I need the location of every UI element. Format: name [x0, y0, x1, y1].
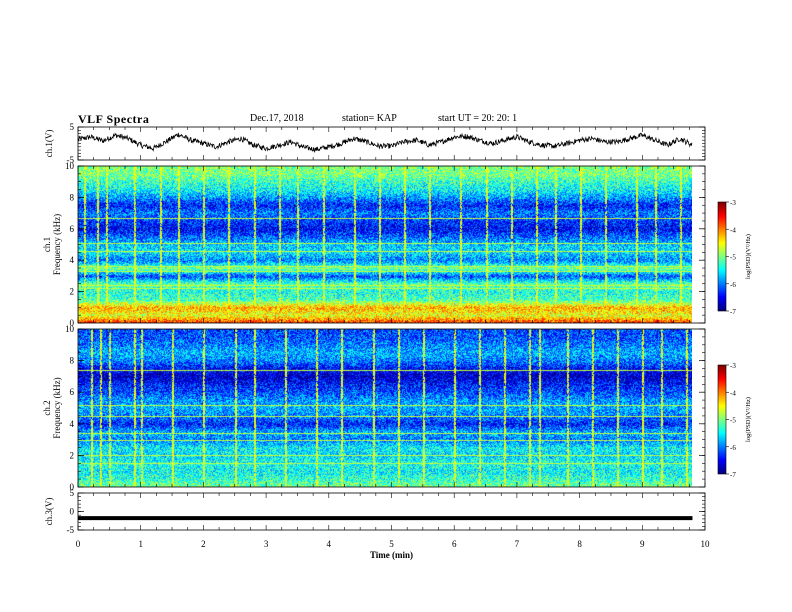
y-axis-label-frequency: Frequency (kHz) — [52, 377, 62, 438]
date-label: Dec.17, 2018 — [250, 113, 304, 124]
colorbar-tick-label: -5 — [730, 417, 736, 425]
colorbar-tick-label: -3 — [730, 362, 736, 370]
y-axis-label: ch.3(V) — [44, 498, 54, 526]
y-tick-label: 0 — [70, 507, 75, 517]
colorbar-tick-label: -6 — [730, 281, 736, 289]
y-tick-label: 2 — [70, 450, 75, 460]
x-tick-label: 1 — [138, 539, 143, 549]
colorbar-tick-label: -5 — [730, 254, 736, 262]
x-tick-label: 8 — [577, 539, 582, 549]
y-tick-label: 5 — [70, 488, 75, 498]
panel-frame — [77, 492, 706, 531]
x-tick-label: 6 — [452, 539, 457, 549]
y-tick-label: 10 — [65, 161, 75, 171]
x-tick-label: 7 — [515, 539, 520, 549]
x-tick-label: 4 — [327, 539, 332, 549]
colorbar-tick-label: -7 — [730, 308, 736, 316]
start-time-label: start UT = 20: 20: 1 — [438, 113, 518, 124]
y-tick-label: 4 — [70, 255, 75, 265]
x-tick-label: 5 — [389, 539, 394, 549]
y-tick-label: 8 — [70, 192, 75, 202]
y-axis-label: ch.1(V) — [44, 130, 54, 158]
y-axis-label: ch.2 — [42, 400, 52, 415]
x-tick-label: 0 — [76, 539, 81, 549]
x-tick-label: 10 — [701, 539, 711, 549]
y-tick-label: -5 — [67, 155, 75, 165]
y-tick-label: 0 — [70, 318, 75, 328]
y-tick-label: 5 — [70, 122, 75, 132]
colorbar-tick-label: -4 — [730, 226, 736, 234]
colorbar-tick-label: -6 — [730, 444, 736, 452]
y-tick-label: 0 — [70, 482, 75, 492]
chart-title: VLF Spectra — [78, 112, 150, 126]
spectrogram-ch2 — [78, 329, 692, 487]
colorbar-gradient — [718, 365, 726, 474]
spectrogram-ch1 — [78, 166, 692, 323]
y-tick-label: 2 — [70, 287, 75, 297]
y-axis-label: ch.1 — [42, 237, 52, 252]
x-tick-label: 9 — [640, 539, 645, 549]
y-tick-label: -5 — [67, 525, 75, 535]
colorbar-tick-label: -3 — [730, 199, 736, 207]
x-tick-label: 3 — [264, 539, 269, 549]
ch1-signal-line — [77, 132, 693, 154]
colorbar-tick-label: -4 — [730, 389, 736, 397]
y-tick-label: 6 — [70, 387, 75, 397]
y-tick-label: 6 — [70, 224, 75, 234]
y-tick-label: 8 — [70, 356, 75, 366]
colorbar-tick-label: -7 — [730, 471, 736, 479]
y-tick-label: 10 — [65, 324, 75, 334]
y-axis-label-frequency: Frequency (kHz) — [52, 214, 62, 275]
station-label: station= KAP — [342, 113, 397, 124]
x-tick-label: 2 — [201, 539, 206, 549]
x-axis-label: Time (min) — [370, 550, 413, 560]
colorbar-title: log(PSD)(V²/Hz) — [745, 397, 752, 442]
y-tick-label: 4 — [70, 419, 75, 429]
colorbar-gradient — [718, 202, 726, 311]
colorbar-title: log(PSD)(V²/Hz) — [745, 234, 752, 279]
